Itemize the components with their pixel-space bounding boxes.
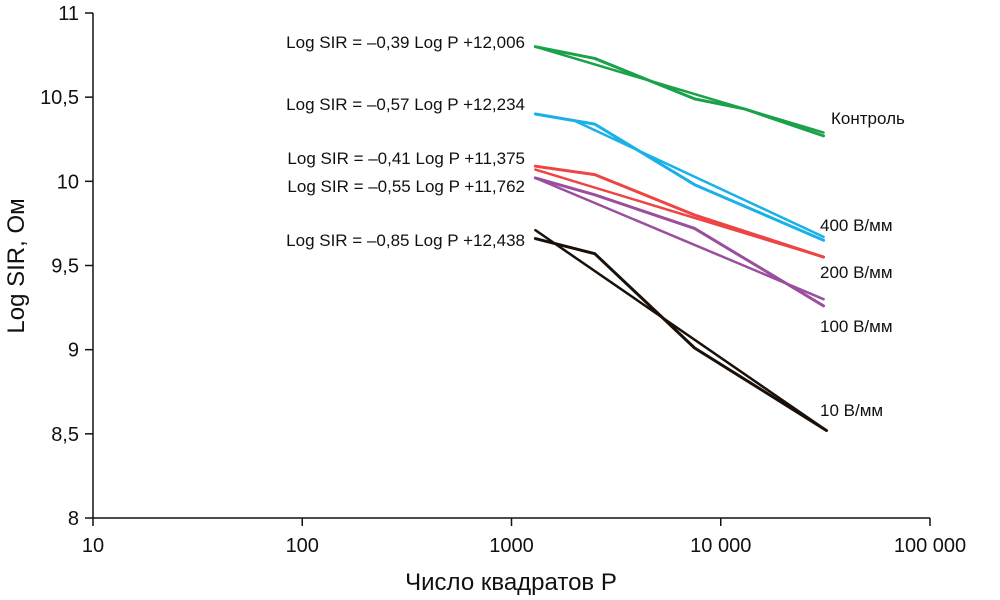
series-fit-line <box>534 45 825 134</box>
x-tick-label: 1000 <box>489 535 534 557</box>
x-tick-label: 10 000 <box>690 535 751 557</box>
series-label: 400 В/мм <box>820 216 893 235</box>
y-tick-label: 10,5 <box>40 87 79 109</box>
series-label: 200 В/мм <box>820 263 893 282</box>
series-fit-line <box>534 176 825 301</box>
x-axis-title: Число квадратов P <box>405 569 617 596</box>
x-tick-label: 100 000 <box>894 535 966 557</box>
ticks: 10 100 1000 10 000 100 000 8 8,5 9 9,5 10 10,5 11 <box>40 3 966 557</box>
x-tick-label: 10 <box>82 535 104 557</box>
series-measured-line <box>533 237 828 432</box>
y-tick-label: 10 <box>57 171 79 193</box>
series-measured-line <box>533 164 826 259</box>
y-tick-label: 8 <box>68 508 79 530</box>
equation-annotation: Log SIR = –0,41 Log P +11,375 <box>287 149 525 168</box>
y-tick-label: 9,5 <box>51 256 79 278</box>
equation-annotation: Log SIR = –0,85 Log P +12,438 <box>286 231 525 250</box>
series-label: 100 В/мм <box>820 317 893 336</box>
series-measured-line <box>533 176 826 308</box>
series-measured-line <box>533 112 826 242</box>
y-tick-label: 8,5 <box>51 424 79 446</box>
axes <box>92 13 930 519</box>
y-tick-label: 11 <box>58 3 79 25</box>
y-axis-title: Log SIR, Ом <box>3 198 30 333</box>
series-fit-line <box>534 112 825 239</box>
series-fit-line <box>534 228 828 432</box>
equation-annotation: Log SIR = –0,57 Log P +12,234 <box>286 95 525 114</box>
labels: Log SIR = –0,39 Log P +12,006 Контроль Log… <box>286 33 905 420</box>
x-tick-label: 100 <box>286 535 319 557</box>
series-lines <box>533 45 828 432</box>
y-tick-label: 9 <box>68 340 79 362</box>
series-label: 10 В/мм <box>820 401 883 420</box>
equation-annotation: Log SIR = –0,39 Log P +12,006 <box>286 33 525 52</box>
series-fit-line <box>534 168 825 259</box>
equation-annotation: Log SIR = –0,55 Log P +11,762 <box>287 177 525 196</box>
series-label: Контроль <box>831 109 905 128</box>
